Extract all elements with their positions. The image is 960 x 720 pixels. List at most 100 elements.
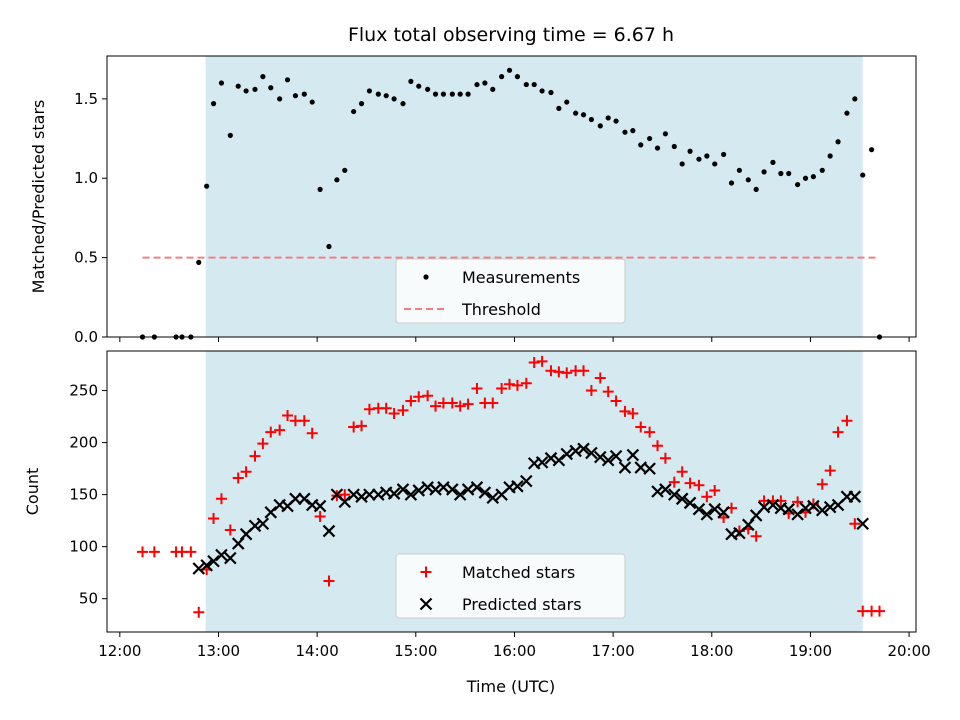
measurements-point [573,110,579,116]
predicted-stars-point [446,483,459,496]
matched-stars-point [792,496,804,508]
predicted-stars-point [692,502,706,516]
matched-stars-point [314,510,326,522]
predicted-stars-point [643,462,656,475]
measurements-point [712,161,718,167]
measurements-point [736,167,743,173]
measurements-point [728,180,735,186]
predicted-stars-point [856,517,870,531]
matched-stars-point [635,421,647,433]
bottom-legend-box [395,553,626,619]
predicted-stars-point [782,502,796,516]
top-y-tick-label: 0.0 [74,328,98,346]
x-tick-label: 12:00 [98,642,141,660]
matched-stars-point [536,355,548,367]
predicted-stars-point [313,499,327,513]
matched-stars-point [873,605,885,617]
matched-stars-point [553,366,565,378]
matched-stars-point [684,477,696,489]
measurements-point [400,101,406,107]
measurements-point [869,147,875,153]
matched-stars-point [405,395,417,407]
predicted-stars-point [486,491,500,505]
matched-stars-point [446,397,458,409]
matched-stars-point [545,365,557,377]
predicted-stars-point [717,506,730,519]
predicted-stars-point [520,474,533,488]
matched-stars-point [520,377,532,389]
matched-stars-point [282,410,294,422]
measurements-point [539,88,545,94]
matched-stars-point [652,440,664,452]
predicted-stars-point [577,442,590,456]
matched-stars-point [750,530,762,542]
matched-stars-point [693,479,705,491]
measurements-point [835,139,841,145]
measurements-point [704,153,710,159]
matched-stars-point [610,395,622,407]
predicted-stars-point [215,548,228,562]
bottom-legend: Matched stars Predicted stars [395,553,626,619]
matched-stars-point [185,546,197,558]
x-tick-label: 17:00 [592,642,635,660]
matched-stars-point [215,493,227,505]
matched-stars-point [422,390,434,402]
bottom-y-tick-label: 150 [69,486,98,504]
matched-stars-point [257,438,269,450]
matched-stars-point [430,400,442,412]
measurements-point [358,101,365,107]
matched-stars-point [602,386,614,398]
measurements-point [531,81,537,88]
predicted-stars-point [626,448,640,462]
predicted-stars-point [807,499,820,513]
measurements-point [490,86,496,92]
predicted-stars-point [659,483,672,496]
measurements-point [375,91,381,97]
predicted-stars-point [396,483,410,496]
measurements-point [622,129,628,135]
matched-stars-point [511,379,523,391]
predicted-stars-point [791,508,804,521]
measurements-point [761,169,767,175]
threshold-legend-label: Threshold [461,300,541,319]
matched-stars-point [388,407,400,419]
matched-stars-point [240,466,252,478]
measurements-point [523,81,529,88]
measurements-point [366,88,373,94]
matched-stars-point [659,452,671,464]
predicted-stars-point [511,480,524,493]
bottom-panel: 50 100 150 200 250 12:00 13:00 14:00 15:00 16:00 1… [23,350,931,660]
measurements-point [449,91,455,97]
measurements-point [662,131,669,137]
matched-stars-point [644,426,656,438]
measurements-point [309,99,315,105]
predicted-stars-point [675,492,689,506]
matched-stars-point [148,546,160,558]
predicted-stars-point [200,559,213,572]
measurements-point [351,108,357,115]
measurements-legend-marker [423,274,429,280]
measurements-point [284,77,291,83]
measurements-point [465,91,471,97]
predicted-stars-point [683,496,697,510]
x-tick-label: 15:00 [394,642,437,660]
top-y-axis-label: Matched/Predicted stars [29,100,48,294]
measurements-point [852,96,858,102]
top-panel: 0.0 0.5 1.0 1.5 Matched/Predicted stars Measu… [29,55,917,346]
measurements-point [432,91,439,97]
matched-stars-point [232,472,244,484]
measurements-point [227,132,233,138]
predicted-stars-point [609,449,623,463]
predicted-stars-point [322,524,336,538]
bottom-y-tick-label: 250 [69,382,98,400]
measurements-point [770,159,776,165]
matched-stars-point [397,404,409,416]
matched-stars-point [496,382,508,394]
measurements-point [860,172,866,178]
predicted-stars-point [594,450,607,464]
measurements-point [753,186,759,192]
measurements-legend-label: Measurements [462,268,580,287]
predicted-stars-point [478,486,492,499]
matched-stars-point [193,606,205,618]
measurements-point [326,243,332,250]
